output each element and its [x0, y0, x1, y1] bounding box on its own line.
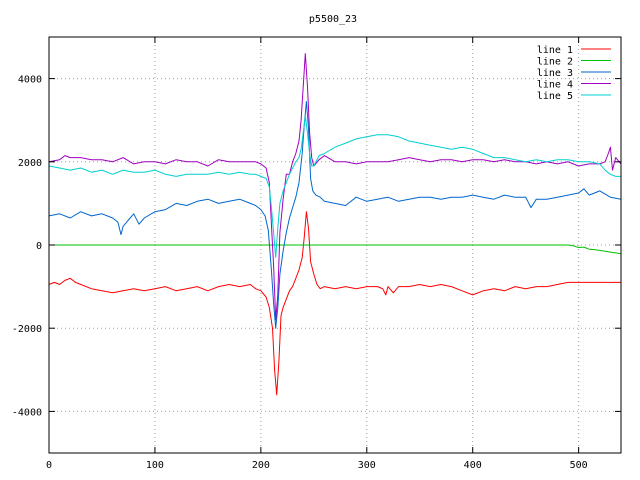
series-line-5 [48, 115, 621, 258]
y-tick-label: 4000 [18, 75, 42, 86]
y-tick-label: -4000 [12, 407, 42, 418]
legend-label-2: line 2 [537, 57, 573, 68]
chart-title: p5500_23 [309, 14, 357, 25]
x-tick-label: 300 [358, 460, 376, 471]
x-tick-label: 500 [570, 460, 588, 471]
legend-label-5: line 5 [537, 91, 573, 102]
series-layer [48, 53, 622, 396]
x-tick-label: 200 [252, 460, 270, 471]
legend-label-4: line 4 [537, 80, 573, 91]
x-tick-label: 0 [46, 460, 52, 471]
y-tick-label: -2000 [12, 324, 42, 335]
y-tick-label: 2000 [18, 158, 42, 169]
series-line-4 [48, 53, 622, 321]
x-tick-label: 400 [464, 460, 482, 471]
legend-label-3: line 3 [537, 68, 573, 79]
series-line-1 [48, 211, 621, 396]
legend-label-1: line 1 [537, 45, 573, 56]
y-tick-label: 0 [36, 241, 42, 252]
series-line-3 [48, 101, 622, 329]
axis-ticks: 0 100 200 300 400 500 -4000 -2000 0 2000 4000 [12, 37, 621, 471]
x-tick-label: 100 [146, 460, 164, 471]
series-line-2 [49, 244, 622, 255]
